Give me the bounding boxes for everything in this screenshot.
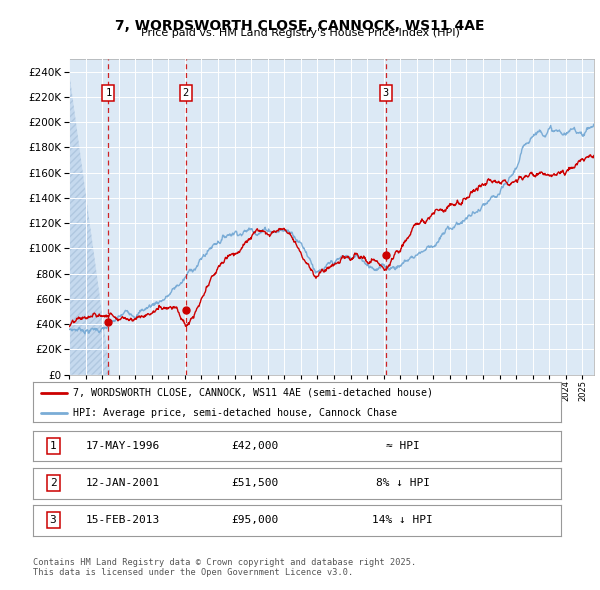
Text: 15-FEB-2013: 15-FEB-2013 (86, 516, 160, 525)
Text: 2: 2 (50, 478, 56, 488)
Text: 7, WORDSWORTH CLOSE, CANNOCK, WS11 4AE: 7, WORDSWORTH CLOSE, CANNOCK, WS11 4AE (115, 19, 485, 34)
Text: 2: 2 (182, 88, 189, 98)
Text: 1: 1 (105, 88, 112, 98)
Text: 17-MAY-1996: 17-MAY-1996 (86, 441, 160, 451)
Text: 12-JAN-2001: 12-JAN-2001 (86, 478, 160, 488)
Text: 3: 3 (50, 516, 56, 525)
Text: £51,500: £51,500 (231, 478, 278, 488)
Text: 14% ↓ HPI: 14% ↓ HPI (372, 516, 433, 525)
Text: HPI: Average price, semi-detached house, Cannock Chase: HPI: Average price, semi-detached house,… (73, 408, 397, 418)
Text: Price paid vs. HM Land Registry's House Price Index (HPI): Price paid vs. HM Land Registry's House … (140, 28, 460, 38)
Text: ≈ HPI: ≈ HPI (386, 441, 419, 451)
Text: £95,000: £95,000 (231, 516, 278, 525)
Text: 8% ↓ HPI: 8% ↓ HPI (376, 478, 430, 488)
Polygon shape (69, 71, 110, 375)
Text: 7, WORDSWORTH CLOSE, CANNOCK, WS11 4AE (semi-detached house): 7, WORDSWORTH CLOSE, CANNOCK, WS11 4AE (… (73, 388, 433, 398)
Text: Contains HM Land Registry data © Crown copyright and database right 2025.
This d: Contains HM Land Registry data © Crown c… (33, 558, 416, 577)
Text: 1: 1 (50, 441, 56, 451)
Text: £42,000: £42,000 (231, 441, 278, 451)
Text: 3: 3 (383, 88, 389, 98)
